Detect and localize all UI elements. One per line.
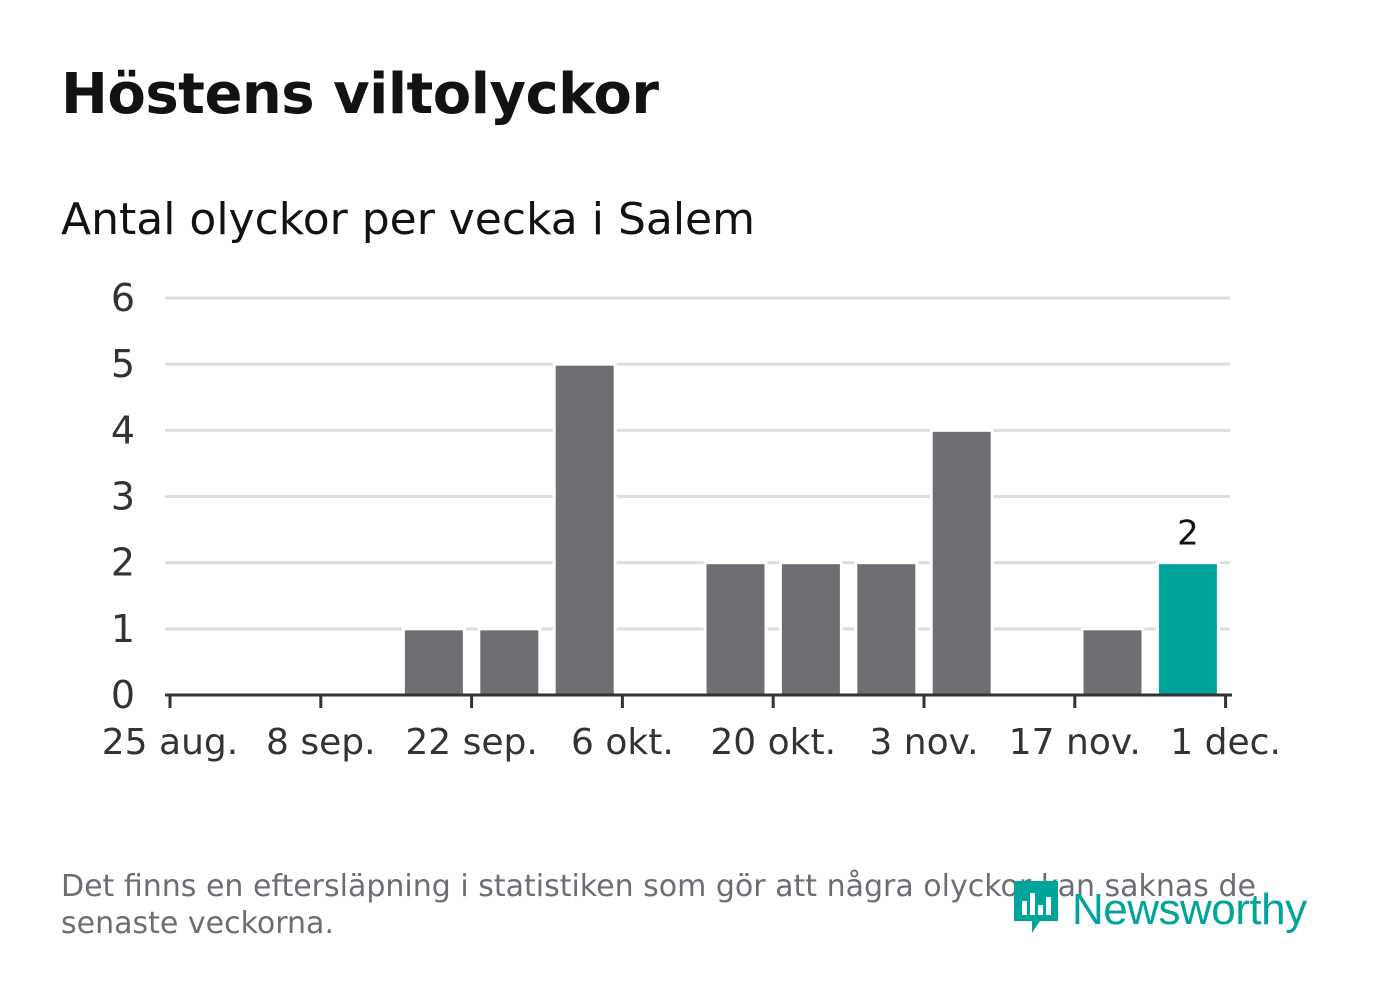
x-tick-label: 8 sep. — [266, 722, 376, 763]
newsworthy-logo-icon — [1010, 877, 1062, 943]
brand-logo: Newsworthy — [1010, 878, 1307, 942]
bar — [703, 561, 768, 697]
y-tick-label: 5 — [111, 342, 135, 386]
bar — [854, 561, 919, 697]
bar — [401, 627, 466, 697]
bar — [1080, 627, 1145, 697]
bar — [929, 428, 994, 697]
labels: 0 1 2 3 4 5 6 2 25 aug. 8 sep. 22 sep. 6 okt. 20 okt… — [102, 276, 1281, 763]
x-tick-label: 20 okt. — [710, 722, 836, 763]
bar — [778, 561, 843, 697]
x-tick-label: 1 dec. — [1170, 722, 1281, 763]
x-tick-label: 22 sep. — [405, 722, 537, 763]
chart-title: Höstens viltolyckor — [61, 62, 659, 127]
bars — [401, 362, 1220, 697]
brand-name: Newsworthy — [1072, 885, 1307, 934]
bar — [477, 627, 542, 697]
y-tick-label: 6 — [111, 276, 135, 320]
gridlines — [165, 296, 1230, 631]
y-tick-label: 0 — [111, 673, 135, 717]
y-tick-label: 2 — [111, 541, 135, 585]
y-tick-label: 1 — [111, 607, 135, 651]
data-label: 2 — [1177, 514, 1199, 554]
chart-subtitle: Antal olyckor per vecka i Salem — [61, 194, 755, 245]
y-tick-label: 4 — [111, 408, 135, 452]
x-tick-label: 6 okt. — [571, 722, 674, 763]
bar-highlight — [1155, 561, 1220, 697]
x-tick-label: 17 nov. — [1009, 722, 1141, 763]
x-tick-label: 25 aug. — [102, 722, 238, 763]
x-axis — [165, 693, 1232, 708]
bar — [552, 362, 617, 697]
x-tick-label: 3 nov. — [869, 722, 978, 763]
y-tick-label: 3 — [111, 475, 135, 519]
